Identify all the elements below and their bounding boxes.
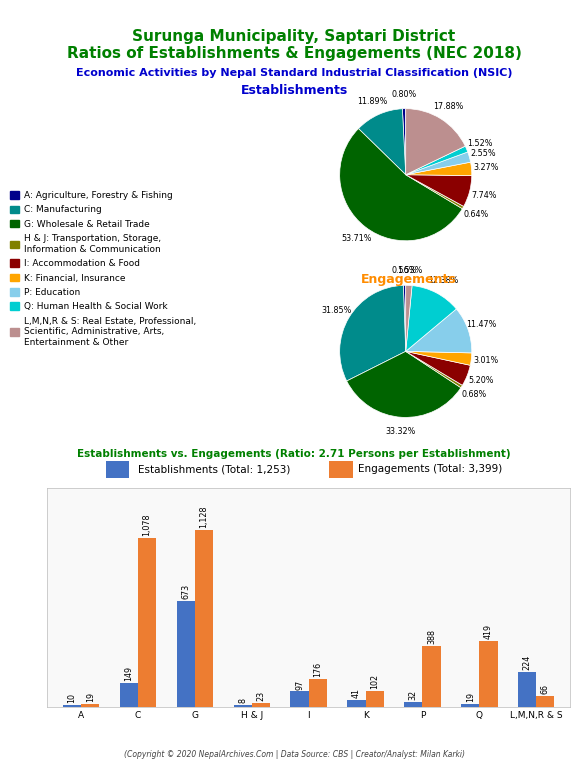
Wedge shape xyxy=(406,352,470,386)
Bar xyxy=(461,703,479,707)
Bar xyxy=(309,679,327,707)
Text: Economic Activities by Nepal Standard Industrial Classification (NSIC): Economic Activities by Nepal Standard In… xyxy=(76,68,512,78)
Text: 102: 102 xyxy=(370,674,379,689)
Text: 149: 149 xyxy=(125,667,133,681)
Bar xyxy=(518,671,536,707)
Text: 19: 19 xyxy=(466,692,475,702)
Text: 12.38%: 12.38% xyxy=(428,276,459,285)
Text: 0.64%: 0.64% xyxy=(463,210,488,220)
Bar xyxy=(138,538,156,707)
Text: 0.80%: 0.80% xyxy=(391,90,416,98)
Text: Surunga Municipality, Saptari District: Surunga Municipality, Saptari District xyxy=(132,29,456,45)
Text: 32: 32 xyxy=(409,690,418,700)
Text: 3.01%: 3.01% xyxy=(473,356,499,366)
Wedge shape xyxy=(406,152,470,175)
Text: 11.89%: 11.89% xyxy=(358,97,387,106)
Bar xyxy=(252,703,270,707)
Wedge shape xyxy=(403,286,406,352)
Text: 176: 176 xyxy=(313,662,322,677)
Wedge shape xyxy=(340,286,406,381)
Bar xyxy=(195,530,213,707)
Wedge shape xyxy=(406,352,462,388)
Wedge shape xyxy=(359,109,406,175)
Bar xyxy=(479,641,497,707)
Text: Establishments (Total: 1,253): Establishments (Total: 1,253) xyxy=(138,464,290,475)
Text: 1.52%: 1.52% xyxy=(467,139,493,148)
Text: 388: 388 xyxy=(427,629,436,644)
Bar xyxy=(348,700,366,707)
Text: (Copyright © 2020 NepalArchives.Com | Data Source: CBS | Creator/Analyst: Milan : (Copyright © 2020 NepalArchives.Com | Da… xyxy=(123,750,465,759)
Text: 5.20%: 5.20% xyxy=(468,376,493,386)
Text: 53.71%: 53.71% xyxy=(341,234,372,243)
Text: 23: 23 xyxy=(256,691,265,701)
Text: 97: 97 xyxy=(295,679,304,690)
Text: 41: 41 xyxy=(352,688,361,698)
Wedge shape xyxy=(406,109,465,175)
Wedge shape xyxy=(406,146,467,175)
Text: 66: 66 xyxy=(541,684,550,694)
Wedge shape xyxy=(340,128,462,240)
Legend: A: Agriculture, Forestry & Fishing, C: Manufacturing, G: Wholesale & Retail Trad: A: Agriculture, Forestry & Fishing, C: M… xyxy=(11,191,196,346)
Wedge shape xyxy=(406,175,464,209)
Text: 33.32%: 33.32% xyxy=(386,427,416,436)
Text: 419: 419 xyxy=(484,624,493,639)
Text: Ratios of Establishments & Engagements (NEC 2018): Ratios of Establishments & Engagements (… xyxy=(66,46,522,61)
Text: 1.53%: 1.53% xyxy=(397,266,422,276)
Text: 1,078: 1,078 xyxy=(143,514,152,536)
Text: Engagements (Total: 3,399): Engagements (Total: 3,399) xyxy=(358,464,502,475)
Bar xyxy=(536,697,554,707)
Text: 7.74%: 7.74% xyxy=(471,190,496,200)
Bar xyxy=(405,701,422,707)
Bar xyxy=(233,705,252,707)
Wedge shape xyxy=(406,286,456,352)
Text: 19: 19 xyxy=(86,692,95,702)
Text: 1,128: 1,128 xyxy=(199,506,209,528)
Text: 3.27%: 3.27% xyxy=(473,163,499,172)
Text: Establishments vs. Engagements (Ratio: 2.71 Persons per Establishment): Establishments vs. Engagements (Ratio: 2… xyxy=(77,449,511,459)
Bar xyxy=(366,690,384,707)
Wedge shape xyxy=(406,309,472,353)
Bar xyxy=(177,601,195,707)
Bar xyxy=(120,684,138,707)
Text: 8: 8 xyxy=(238,698,247,703)
Text: Establishments: Establishments xyxy=(240,84,348,98)
Wedge shape xyxy=(406,286,412,352)
Wedge shape xyxy=(402,109,406,175)
Wedge shape xyxy=(406,352,472,366)
Bar xyxy=(63,705,81,707)
Wedge shape xyxy=(406,162,472,176)
Bar xyxy=(81,703,99,707)
Text: 0.56%: 0.56% xyxy=(392,266,417,275)
Text: 0.68%: 0.68% xyxy=(462,389,487,399)
Bar xyxy=(290,691,309,707)
Wedge shape xyxy=(406,175,472,207)
Text: 2.55%: 2.55% xyxy=(470,148,496,157)
Text: Engagements: Engagements xyxy=(361,273,456,286)
Wedge shape xyxy=(347,352,461,417)
Text: 31.85%: 31.85% xyxy=(321,306,352,315)
Bar xyxy=(422,646,440,707)
Text: 11.47%: 11.47% xyxy=(467,320,497,329)
Text: 224: 224 xyxy=(523,654,532,670)
Text: 10: 10 xyxy=(68,694,76,703)
Text: 17.88%: 17.88% xyxy=(433,102,464,111)
Text: 673: 673 xyxy=(181,584,191,600)
